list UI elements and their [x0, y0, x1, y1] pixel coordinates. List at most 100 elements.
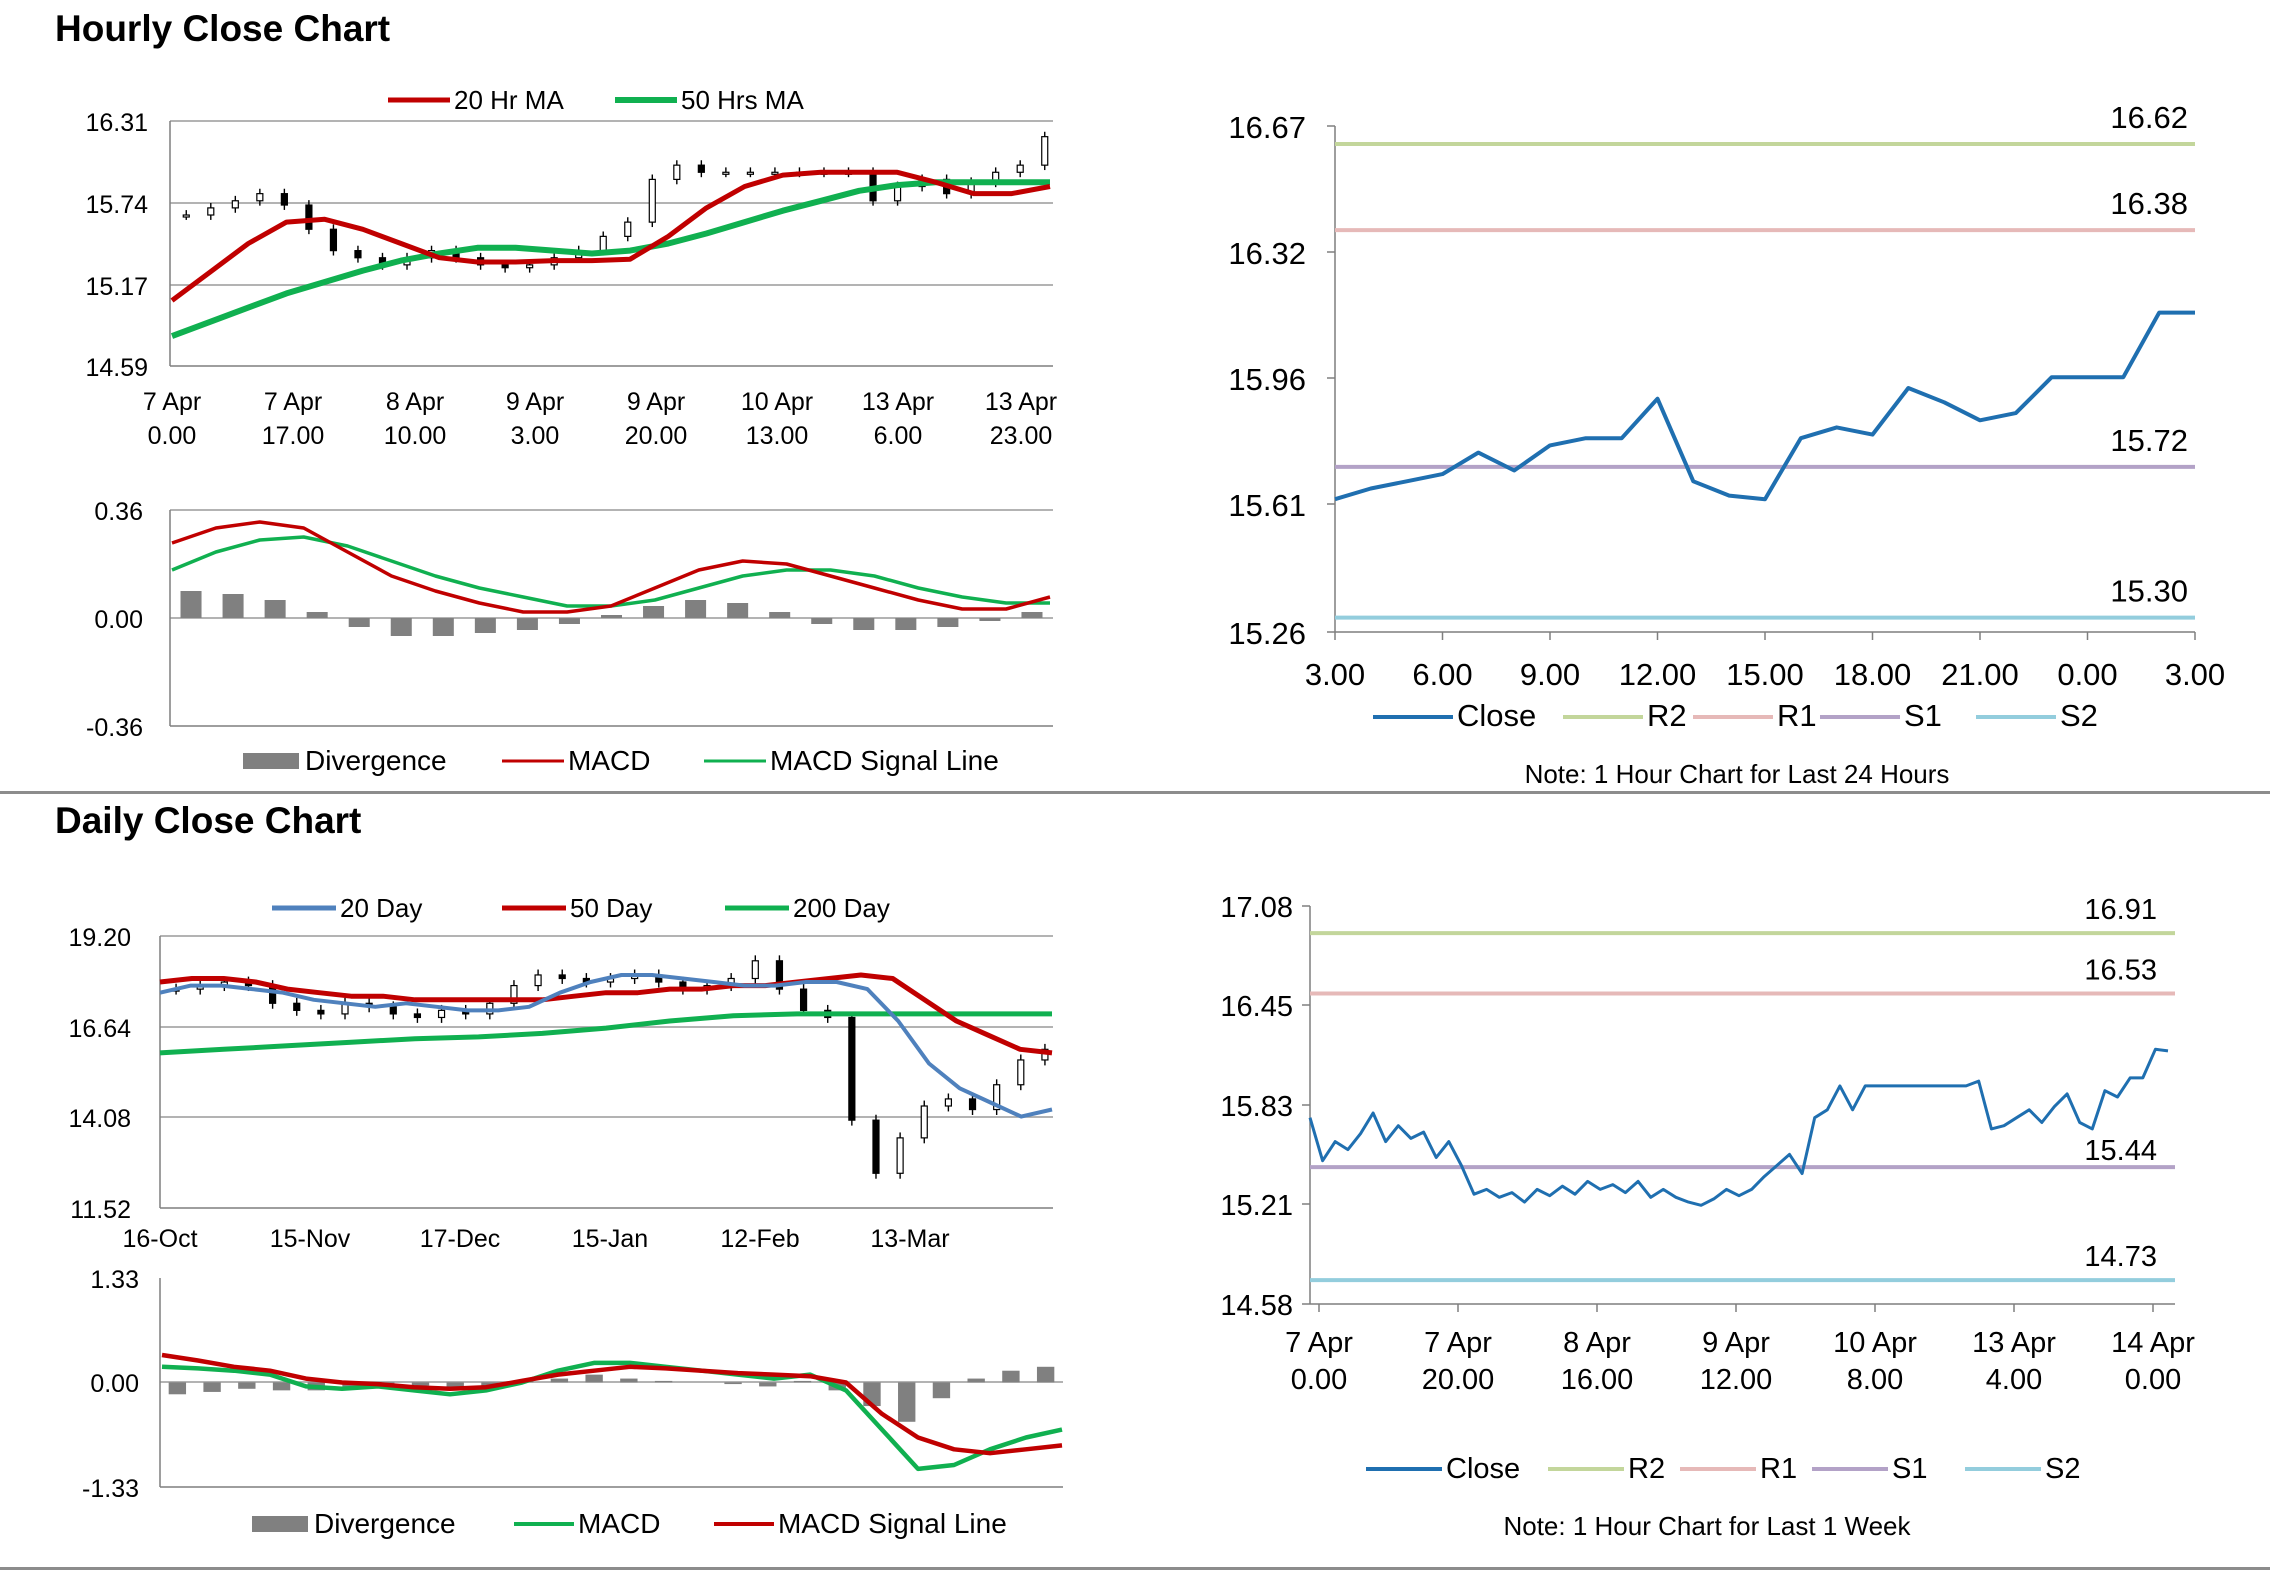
- daily-close-legend-r2-label: R2: [1628, 1453, 1665, 1485]
- hourly-close-xtick-8: 3.00: [2165, 657, 2225, 692]
- hourly-close-xtick-1: 6.00: [1412, 657, 1472, 692]
- daily-price-candle-body-16: [558, 974, 566, 980]
- hourly-close-ytick-2: 15.96: [1228, 362, 1306, 397]
- daily-200day-ma-line: [159, 1011, 1052, 1056]
- daily-20day-ma-line: [159, 973, 1053, 1119]
- daily-price-candle-body-10: [413, 1013, 422, 1019]
- hourly-macd-divergence-bar-14: [769, 612, 791, 618]
- hourly-price-candle-body-35: [1041, 136, 1049, 166]
- daily-close-legend-close-label: Close: [1446, 1453, 1520, 1485]
- hourly-price-xtick-time-4: 20.00: [625, 422, 688, 450]
- hourly-price-candle-body-21: [697, 164, 705, 173]
- daily-price-candle-body-11: [437, 1009, 446, 1019]
- hourly-price-candle-body-20: [673, 164, 681, 181]
- hourly-price-ytick-0: 16.31: [85, 109, 148, 137]
- daily-macd-divergence-bar-24: [1002, 1370, 1020, 1383]
- daily-price-candle-body-30: [896, 1137, 904, 1174]
- daily-price-candle-body-25: [775, 960, 784, 990]
- hourly-macd-divergence-bar-5: [390, 618, 412, 636]
- daily-close-xtick-date-0: 7 Apr: [1285, 1327, 1353, 1359]
- hourly-macd-divergence-bar-16: [853, 618, 875, 630]
- hourly-close-xtick-5: 18.00: [1834, 657, 1912, 692]
- hourly-macd-legend-macd-label: MACD: [568, 745, 650, 776]
- hourly-macd-divergence-bar-13: [727, 603, 749, 618]
- hourly-price-candle-body-24: [771, 171, 779, 175]
- hourly-price-candle-body-19: [648, 178, 656, 223]
- hourly-price-xtick-date-5: 10 Apr: [741, 388, 813, 416]
- hourly-macd-divergence-bar-11: [643, 606, 665, 618]
- hourly-price-ytick-1: 15.74: [85, 191, 148, 219]
- hourly-close-legend-close-label: Close: [1457, 698, 1536, 733]
- hourly-price-candle-body-5: [305, 204, 313, 230]
- daily-macd-divergence-bar-16: [724, 1382, 742, 1385]
- hourly-macd-divergence-bar-18: [937, 618, 959, 627]
- hourly-macd-divergence-bar-19: [979, 618, 1001, 621]
- daily-macd-divergence-bar-5: [342, 1382, 360, 1388]
- hourly-price-xtick-time-6: 6.00: [874, 422, 923, 450]
- daily-close-xtick-date-5: 13 Apr: [1972, 1327, 2056, 1359]
- hourly-close-level-label-r2: 16.62: [2110, 100, 2188, 135]
- daily-close-ytick-1: 16.45: [1220, 991, 1293, 1023]
- daily-price-candle-body-15: [534, 974, 542, 987]
- daily-price-candle-body-34: [993, 1084, 1001, 1111]
- hourly-macd-legend-divergence-swatch: [243, 753, 299, 769]
- hourly-price-candle-body-0: [182, 214, 190, 218]
- hourly-macd-divergence-bar-6: [432, 618, 454, 636]
- daily-price-candle-body-24: [751, 960, 759, 980]
- bottom-separator: [0, 1567, 2270, 1570]
- daily-macd-divergence-bar-14: [654, 1380, 673, 1383]
- daily-legend-200day-label: 200 Day: [793, 893, 890, 923]
- daily-close-xtick-date-6: 14 Apr: [2111, 1327, 2195, 1359]
- hourly-price-candle-body-29: [893, 185, 902, 202]
- daily-price-candle-body-5: [293, 1002, 301, 1011]
- hourly-price-xtick-date-3: 9 Apr: [506, 388, 564, 416]
- daily-price-ytick-0: 19.20: [68, 924, 131, 952]
- daily-close-legend-r1-label: R1: [1760, 1453, 1797, 1485]
- hourly-macd-signal-line: [171, 535, 1050, 608]
- daily-close-xtick-time-4: 8.00: [1847, 1364, 1903, 1396]
- daily-macd-divergence-bar-17: [759, 1382, 777, 1387]
- daily-macd-legend-macd-label: MACD: [578, 1508, 660, 1539]
- hourly-macd-divergence-bar-20: [1021, 612, 1043, 618]
- hourly-macd-divergence-bar-12: [685, 600, 707, 618]
- hourly-price-candle-body-1: [207, 207, 215, 216]
- daily-macd-divergence-bar-18: [793, 1380, 812, 1383]
- hourly-price-xtick-date-4: 9 Apr: [627, 388, 685, 416]
- hourly-price-ytick-2: 15.17: [85, 273, 148, 301]
- daily-close-line: [1308, 1047, 2169, 1207]
- hourly-price-xtick-date-1: 7 Apr: [264, 388, 322, 416]
- hourly-macd-line: [171, 520, 1051, 614]
- daily-price-xtick-1: 15-Nov: [270, 1225, 351, 1253]
- hourly-price-candle-body-18: [624, 221, 632, 237]
- daily-price-xtick-0: 16-Oct: [122, 1225, 197, 1253]
- hourly-macd-divergence-bar-3: [306, 612, 328, 618]
- daily-price-xtick-2: 17-Dec: [420, 1225, 501, 1253]
- daily-macd-divergence-bar-12: [585, 1374, 603, 1383]
- hourly-macd-divergence-bar-17: [895, 618, 917, 630]
- hourly-price-candle-body-13: [501, 264, 509, 269]
- hourly-close-legend-r2-label: R2: [1647, 698, 1687, 733]
- hourly-macd-ytick-2: -0.36: [86, 714, 143, 742]
- hourly-close-ytick-3: 15.61: [1228, 488, 1306, 523]
- hourly-20hr-ma-line: [170, 169, 1051, 303]
- daily-legend-50day-label: 50 Day: [570, 893, 652, 923]
- hourly-close-legend-s1-label: S1: [1904, 698, 1942, 733]
- daily-close-level-label-s2: 14.73: [2084, 1241, 2157, 1273]
- daily-close-ytick-2: 15.83: [1220, 1091, 1293, 1123]
- hourly-macd-divergence-bar-4: [348, 618, 370, 627]
- daily-macd-divergence-bar-3: [272, 1382, 291, 1391]
- daily-macd-line: [161, 1360, 1063, 1472]
- daily-price-candle-body-9: [389, 1006, 397, 1015]
- hourly-close-ytick-4: 15.26: [1228, 616, 1306, 651]
- daily-macd-ytick-0: 1.33: [90, 1266, 139, 1294]
- daily-price-xtick-5: 13-Mar: [870, 1225, 949, 1253]
- hourly-close-xtick-7: 0.00: [2057, 657, 2117, 692]
- hourly-price-xtick-time-5: 13.00: [746, 422, 809, 450]
- hourly-close-level-label-s2: 15.30: [2110, 574, 2188, 609]
- hourly-close-level-label-s1: 15.72: [2110, 423, 2188, 458]
- hourly-price-candle-body-4: [280, 193, 288, 206]
- daily-macd-legend-divergence-label: Divergence: [314, 1508, 456, 1539]
- daily-close-xtick-time-0: 0.00: [1291, 1364, 1347, 1396]
- daily-close-xtick-date-4: 10 Apr: [1833, 1327, 1917, 1359]
- hourly-macd-legend-divergence-label: Divergence: [305, 745, 447, 776]
